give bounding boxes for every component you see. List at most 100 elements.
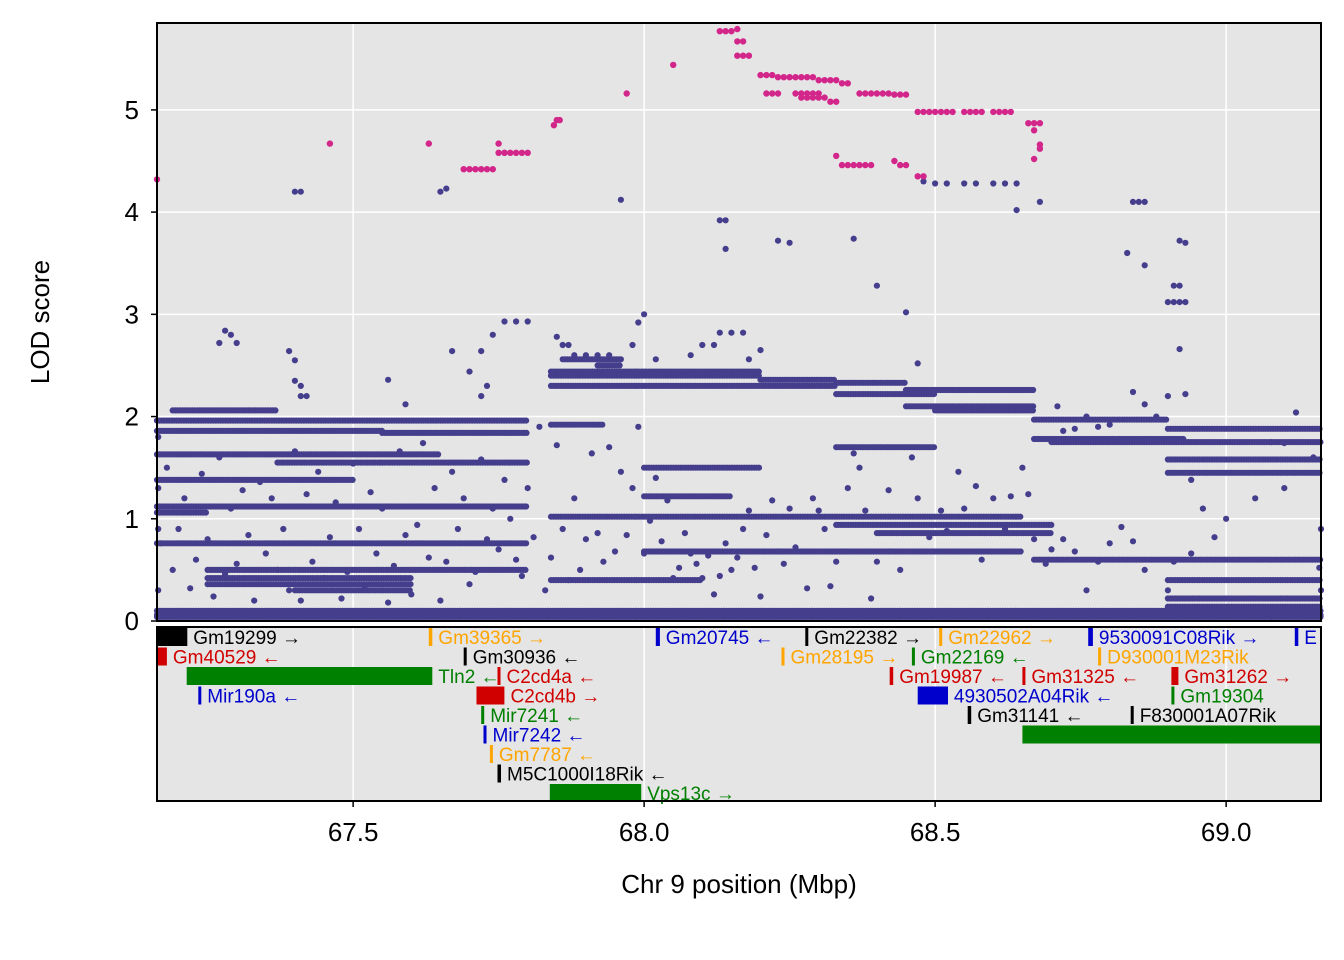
- lod-point: [755, 464, 763, 471]
- lod-point: [379, 505, 386, 512]
- lod-point: [850, 450, 857, 457]
- lod-point: [990, 180, 997, 187]
- lod-point: [722, 245, 729, 252]
- lod-point: [606, 352, 613, 359]
- lod-point: [705, 552, 712, 559]
- lod-point: [617, 196, 625, 203]
- lod-point: [396, 448, 403, 455]
- lod-point: [571, 495, 578, 502]
- lod-point: [1135, 198, 1142, 205]
- lod-point: [1129, 198, 1137, 205]
- lod-point: [728, 329, 735, 336]
- lod-point: [1071, 548, 1078, 555]
- lod-point: [501, 318, 508, 325]
- lod-point: [202, 509, 209, 516]
- lod-point: [1047, 530, 1054, 537]
- lod-point: [955, 468, 962, 475]
- lod-point: [478, 348, 485, 355]
- lod-point: [1083, 587, 1090, 594]
- lod-point: [1095, 558, 1102, 565]
- lod-point: [571, 352, 578, 359]
- lod-point: [1017, 548, 1024, 555]
- lod-point: [435, 451, 442, 458]
- lod-point: [734, 554, 741, 561]
- lod-point: [385, 599, 392, 606]
- lod-point: [483, 382, 491, 389]
- lod-point: [611, 548, 619, 555]
- lod-point: [1013, 207, 1020, 214]
- lod-point: [635, 423, 642, 430]
- lod-point: [1048, 546, 1055, 553]
- lod-point: [402, 401, 409, 408]
- lod-point: [523, 417, 530, 424]
- lod-point: [437, 188, 444, 195]
- lod-point: [530, 534, 537, 541]
- lod-point: [1188, 476, 1195, 483]
- lod-point: [1176, 237, 1183, 244]
- lod-point: [513, 318, 520, 325]
- lod-point: [419, 440, 427, 447]
- lod-point: [990, 495, 997, 502]
- lod-point: [367, 489, 374, 496]
- lod-point: [1129, 538, 1137, 545]
- lod-point: [716, 329, 723, 336]
- lod-point: [804, 585, 811, 592]
- lod-points: [153, 25, 1325, 621]
- lod-point: [844, 485, 851, 492]
- lod-point: [641, 311, 648, 318]
- lod-point: [699, 575, 706, 582]
- lod-point: [291, 377, 298, 384]
- lod-point: [821, 525, 828, 533]
- lod-point: [297, 393, 304, 400]
- lod-point: [1141, 401, 1148, 408]
- lod-point: [1170, 558, 1177, 565]
- lod-point: [233, 339, 240, 347]
- lod-point: [745, 356, 753, 363]
- lod-point: [687, 352, 694, 359]
- lod-point: [722, 540, 729, 547]
- lod-point: [599, 421, 606, 428]
- lod-point: [1141, 198, 1148, 205]
- lod-point: [629, 341, 636, 349]
- lod-point: [489, 331, 496, 338]
- lod-point: [1025, 491, 1032, 498]
- lod-point: [1054, 403, 1061, 410]
- lod-point: [361, 585, 368, 592]
- lod-point: [303, 393, 310, 400]
- lod-point: [757, 347, 764, 354]
- lod-point: [1182, 239, 1189, 246]
- lod-point: [961, 505, 968, 512]
- lod-point: [1176, 346, 1183, 353]
- lod-point: [850, 235, 857, 242]
- lod-point: [1060, 536, 1067, 543]
- lod-point: [222, 327, 229, 334]
- lod-point: [489, 505, 496, 512]
- lod-point: [460, 495, 467, 502]
- lod-point: [606, 444, 613, 451]
- lod-point: [1095, 423, 1102, 430]
- lod-point: [831, 382, 838, 389]
- lod-point: [774, 237, 782, 244]
- lod-point: [1281, 440, 1288, 447]
- lod-point: [1083, 413, 1090, 420]
- lod-point: [522, 566, 529, 574]
- lod-point: [646, 517, 654, 524]
- lod-point: [740, 329, 747, 336]
- lod-point: [1060, 427, 1067, 434]
- lod-point: [472, 568, 479, 576]
- lod-point: [408, 591, 415, 598]
- lod-point: [559, 341, 566, 349]
- lod-point: [227, 331, 234, 338]
- lod-point: [1223, 515, 1230, 522]
- lod-point: [722, 217, 729, 224]
- lod-point: [507, 515, 514, 522]
- lod-point: [523, 429, 530, 436]
- lod-point: [827, 583, 834, 590]
- lod-point: [1001, 180, 1009, 187]
- lod-point: [617, 468, 625, 475]
- lod-point: [873, 558, 881, 565]
- lod-point: [536, 423, 543, 430]
- lod-point: [763, 532, 770, 539]
- lod-point: [856, 464, 863, 471]
